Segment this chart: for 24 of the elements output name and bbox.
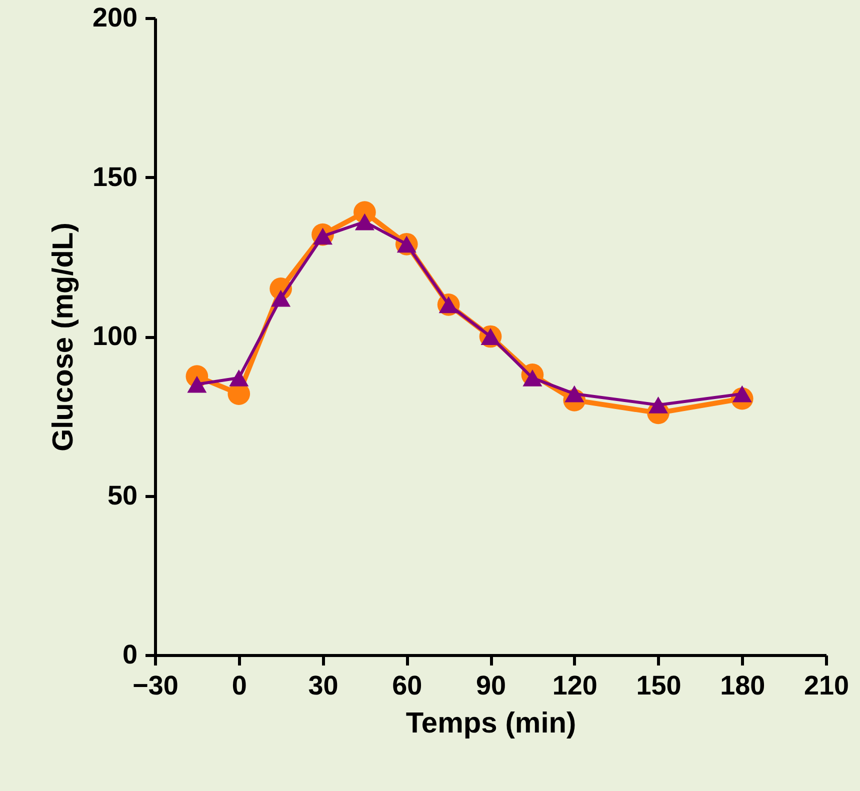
point	[732, 385, 752, 402]
point	[271, 290, 291, 307]
y-tick-label: 100	[92, 321, 138, 351]
x-tick-label: 30	[308, 670, 338, 700]
x-tick-label: 120	[552, 670, 598, 700]
x-tick-label: 210	[804, 670, 850, 700]
point	[187, 376, 207, 393]
x-tick-label: 90	[476, 670, 506, 700]
y-tick-label: 200	[92, 2, 138, 32]
x-tick-label: 150	[636, 670, 682, 700]
point	[354, 213, 374, 230]
point	[648, 396, 668, 414]
x-tick-label: 0	[232, 670, 247, 700]
y-tick-label: 0	[122, 640, 138, 670]
point	[522, 369, 542, 386]
x-axis-title: Temps (min)	[406, 708, 576, 740]
x-tick-label: −30	[132, 670, 178, 700]
point	[564, 385, 584, 402]
y-axis-title: Glucose (mg/dL)	[47, 222, 80, 452]
point	[229, 369, 249, 386]
y-tick-label: 150	[92, 162, 138, 192]
x-tick-label: 180	[720, 670, 766, 700]
y-tick-label: 50	[107, 480, 138, 510]
x-tick-label: 60	[392, 670, 422, 700]
